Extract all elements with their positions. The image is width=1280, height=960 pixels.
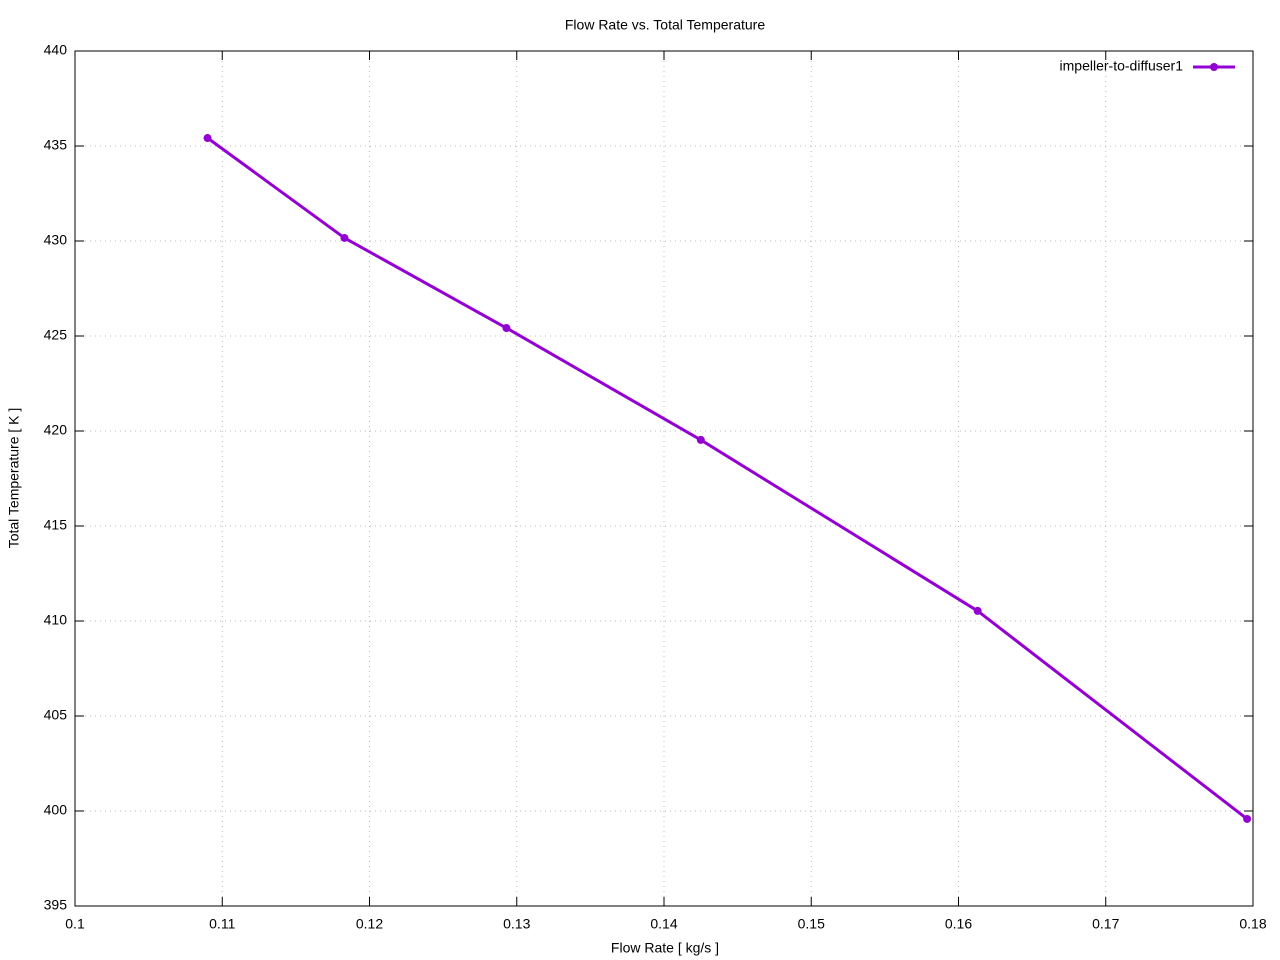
chart-title: Flow Rate vs. Total Temperature <box>565 17 765 33</box>
data-point <box>203 134 212 143</box>
y-tick-label: 400 <box>44 802 68 818</box>
data-point <box>696 435 705 444</box>
x-tick-label: 0.1 <box>65 916 85 932</box>
y-tick-label: 420 <box>44 422 68 438</box>
legend-label: impeller-to-diffuser1 <box>1060 58 1184 74</box>
x-tick-label: 0.17 <box>1092 916 1119 932</box>
y-axis-label: Total Temperature [ K ] <box>6 408 22 549</box>
data-point <box>1243 814 1252 823</box>
y-tick-label: 435 <box>44 137 68 153</box>
x-tick-label: 0.16 <box>945 916 972 932</box>
y-tick-label: 440 <box>44 42 68 58</box>
x-tick-label: 0.12 <box>356 916 383 932</box>
x-tick-label: 0.11 <box>209 916 235 932</box>
x-tick-label: 0.14 <box>650 916 677 932</box>
x-tick-label: 0.18 <box>1239 916 1266 932</box>
x-axis-label: Flow Rate [ kg/s ] <box>611 940 719 956</box>
x-tick-label: 0.13 <box>503 916 530 932</box>
y-tick-label: 415 <box>44 517 68 533</box>
y-tick-label: 395 <box>44 897 68 913</box>
data-point <box>502 324 511 333</box>
series-line <box>206 136 1249 821</box>
data-point <box>340 233 349 242</box>
y-tick-label: 425 <box>44 327 68 343</box>
y-tick-label: 430 <box>44 232 68 248</box>
legend-marker <box>1210 63 1218 71</box>
data-point <box>973 606 982 615</box>
y-tick-label: 405 <box>44 707 68 723</box>
x-tick-label: 0.15 <box>798 916 825 932</box>
y-tick-label: 410 <box>44 612 68 628</box>
